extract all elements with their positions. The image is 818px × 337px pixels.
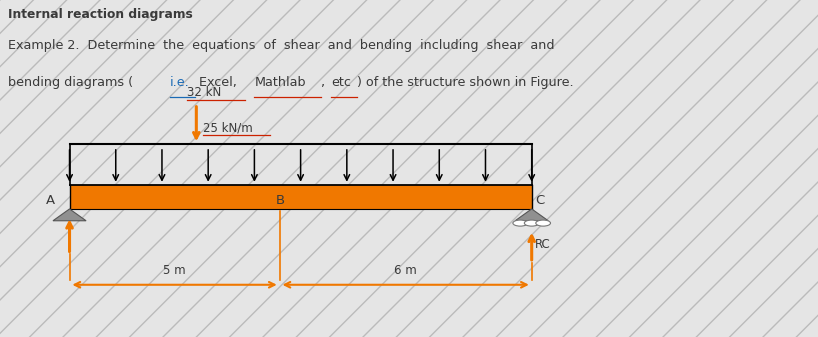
Text: A: A xyxy=(46,194,55,207)
Text: ) of the structure shown in Figure.: ) of the structure shown in Figure. xyxy=(357,76,573,89)
Circle shape xyxy=(536,220,551,226)
Circle shape xyxy=(524,220,539,226)
Text: etc: etc xyxy=(331,76,351,89)
Text: RC: RC xyxy=(535,238,551,251)
Circle shape xyxy=(513,220,528,226)
Text: C: C xyxy=(535,194,544,207)
Polygon shape xyxy=(515,209,548,221)
Text: ,: , xyxy=(321,76,329,89)
Text: Excel,: Excel, xyxy=(196,76,241,89)
Text: bending diagrams (: bending diagrams ( xyxy=(8,76,133,89)
Text: 5 m: 5 m xyxy=(164,264,186,277)
Text: 25 kN/m: 25 kN/m xyxy=(203,121,253,134)
Polygon shape xyxy=(53,209,86,221)
Bar xyxy=(70,185,532,209)
Text: Internal reaction diagrams: Internal reaction diagrams xyxy=(8,8,193,22)
Text: 6 m: 6 m xyxy=(394,264,417,277)
Text: Example 2.  Determine  the  equations  of  shear  and  bending  including  shear: Example 2. Determine the equations of sh… xyxy=(8,39,555,52)
Text: B: B xyxy=(276,194,285,207)
Text: 32 kN: 32 kN xyxy=(187,86,221,99)
Text: Mathlab: Mathlab xyxy=(254,76,306,89)
Text: i.e.: i.e. xyxy=(169,76,190,89)
